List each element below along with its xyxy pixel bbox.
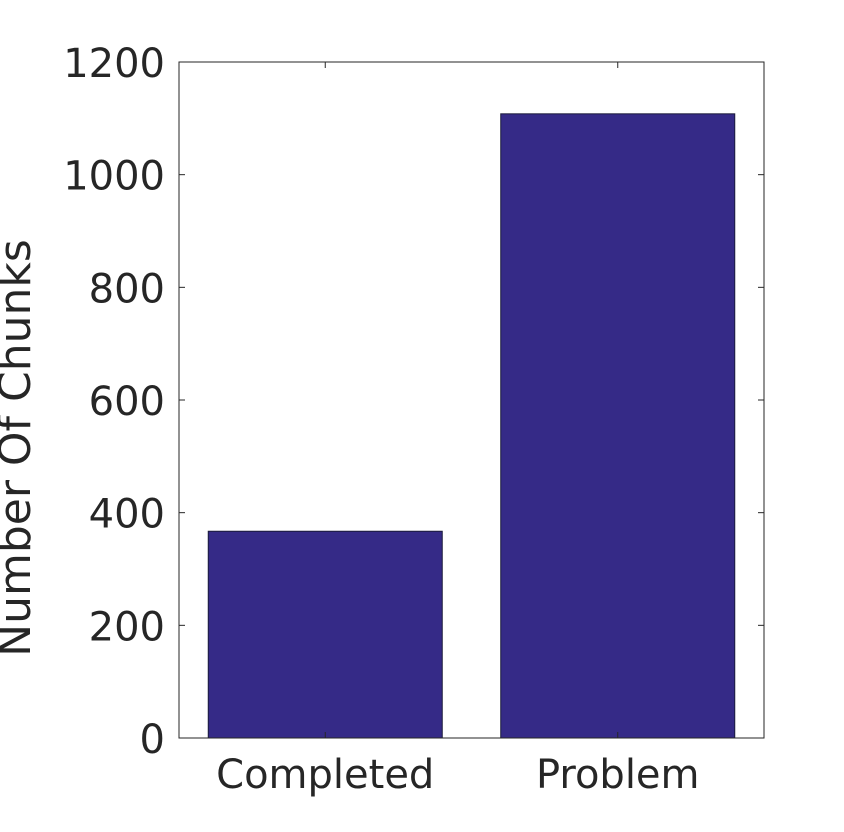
ticks-layer xyxy=(179,61,764,739)
y-tick-label: 1000 xyxy=(63,154,165,200)
x-tick-labels: Completed Problem xyxy=(216,752,699,798)
y-tick-label: 1200 xyxy=(63,41,165,87)
x-tick-label: Problem xyxy=(536,752,700,798)
x-tick-label: Completed xyxy=(216,752,434,798)
y-tick-label: 0 xyxy=(140,717,165,763)
bars-layer xyxy=(207,113,736,739)
y-tick-labels: 0 200 400 600 800 1000 1200 xyxy=(63,41,165,763)
y-tick-label: 200 xyxy=(89,604,165,650)
bar-problem xyxy=(500,113,736,739)
bar-completed xyxy=(207,530,443,739)
y-axis-label: Number Of Chunks xyxy=(0,239,41,657)
y-tick-label: 800 xyxy=(89,266,165,312)
y-tick-label: 400 xyxy=(89,492,165,538)
y-tick-label: 600 xyxy=(89,379,165,425)
